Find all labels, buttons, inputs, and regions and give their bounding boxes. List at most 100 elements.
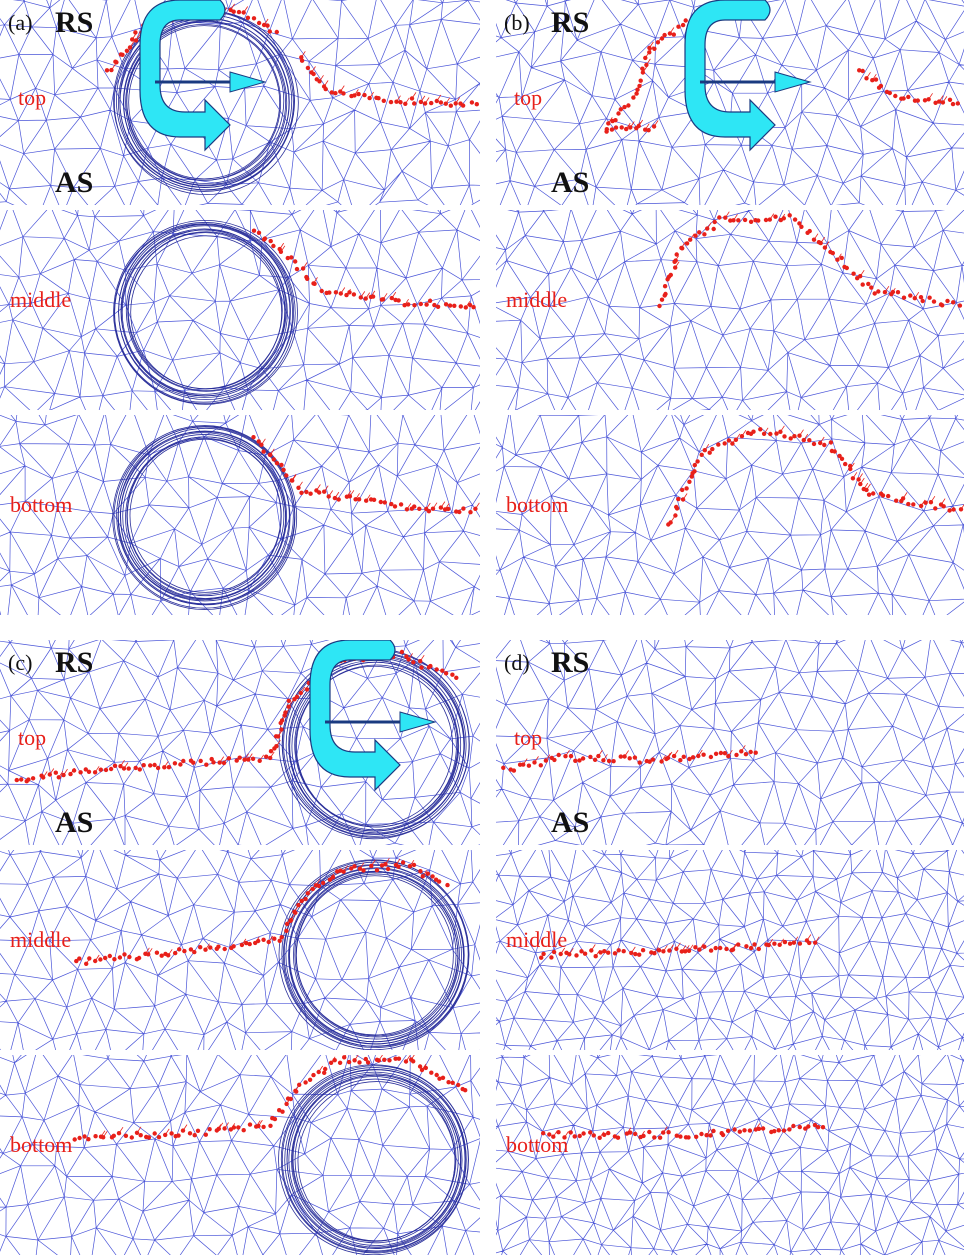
particle [748, 1128, 752, 1132]
particle [461, 103, 465, 107]
particle [272, 457, 276, 461]
subpanel: top [456, 600, 964, 860]
particle [606, 121, 610, 125]
particle [257, 21, 261, 25]
particle [622, 105, 626, 109]
particle [333, 91, 337, 95]
particle [894, 499, 898, 503]
particle [606, 951, 610, 955]
position-label: top [18, 85, 46, 110]
particle [851, 272, 855, 276]
particle [549, 955, 553, 959]
particle [191, 761, 195, 765]
particle [652, 1135, 656, 1139]
particle [692, 469, 696, 473]
particle [393, 504, 397, 508]
particle [749, 750, 753, 754]
particle [622, 949, 626, 953]
particle [120, 53, 124, 57]
particle [674, 258, 678, 262]
subpanel: bottom [0, 375, 504, 635]
particle [593, 758, 597, 762]
particle [444, 671, 448, 675]
particle [685, 241, 689, 245]
particle [400, 650, 404, 654]
particle [199, 759, 203, 763]
particle [446, 1080, 450, 1084]
particle [236, 1125, 240, 1129]
particle [283, 710, 287, 714]
particle [581, 756, 585, 760]
particle [869, 285, 873, 289]
particle [634, 91, 638, 95]
particle [256, 1124, 260, 1128]
particle [441, 1076, 445, 1080]
particle [376, 96, 380, 100]
particle [717, 215, 721, 219]
particle [177, 947, 181, 951]
particle [308, 492, 312, 496]
particle [269, 749, 273, 753]
particle [430, 874, 434, 878]
tool-ring [286, 865, 464, 1044]
particle [866, 282, 870, 286]
particle [951, 507, 955, 511]
particle [613, 118, 617, 122]
particle [300, 899, 304, 903]
particle [822, 443, 826, 447]
particle [418, 869, 422, 873]
particle [428, 299, 432, 303]
particle [816, 1125, 820, 1129]
particle [734, 753, 738, 757]
particle [147, 1135, 151, 1139]
particle [263, 236, 267, 240]
particle [757, 1127, 761, 1131]
particle [280, 718, 284, 722]
subpanel: middle [0, 175, 504, 430]
particle [512, 768, 516, 772]
particle [756, 218, 760, 222]
particle [940, 303, 944, 307]
particle [386, 867, 390, 871]
particle [602, 949, 606, 953]
particle [751, 430, 755, 434]
particle [752, 942, 756, 946]
particle [840, 457, 844, 461]
particle [275, 461, 279, 465]
particle [613, 951, 617, 955]
particle [366, 1060, 370, 1064]
particle [719, 751, 723, 755]
particle [299, 491, 303, 495]
particle [606, 1131, 610, 1135]
particle [951, 102, 955, 106]
particle [396, 298, 400, 302]
particle [583, 952, 587, 956]
particle [280, 935, 284, 939]
particle [444, 302, 448, 306]
particle [312, 282, 316, 286]
particle [619, 107, 623, 111]
particle [861, 69, 865, 73]
particle [329, 1061, 333, 1065]
particle [113, 764, 117, 768]
particle [155, 951, 159, 955]
particle [742, 1128, 746, 1132]
particle [697, 230, 701, 234]
particle [845, 266, 849, 270]
particle [148, 763, 152, 767]
particle [821, 1125, 825, 1129]
retreating-side-label: RS [551, 646, 589, 679]
particle [341, 91, 345, 95]
particle [736, 218, 740, 222]
particle [732, 1127, 736, 1131]
particle [181, 1128, 185, 1132]
particle [304, 490, 308, 494]
particle [77, 1136, 81, 1140]
particle [947, 508, 951, 512]
particle [352, 292, 356, 296]
particle [652, 47, 656, 51]
tool-ring [298, 1082, 455, 1241]
particle [193, 1133, 197, 1137]
particle [303, 1080, 307, 1084]
panel: topmiddlebottom(d)RSAS [456, 600, 964, 1255]
